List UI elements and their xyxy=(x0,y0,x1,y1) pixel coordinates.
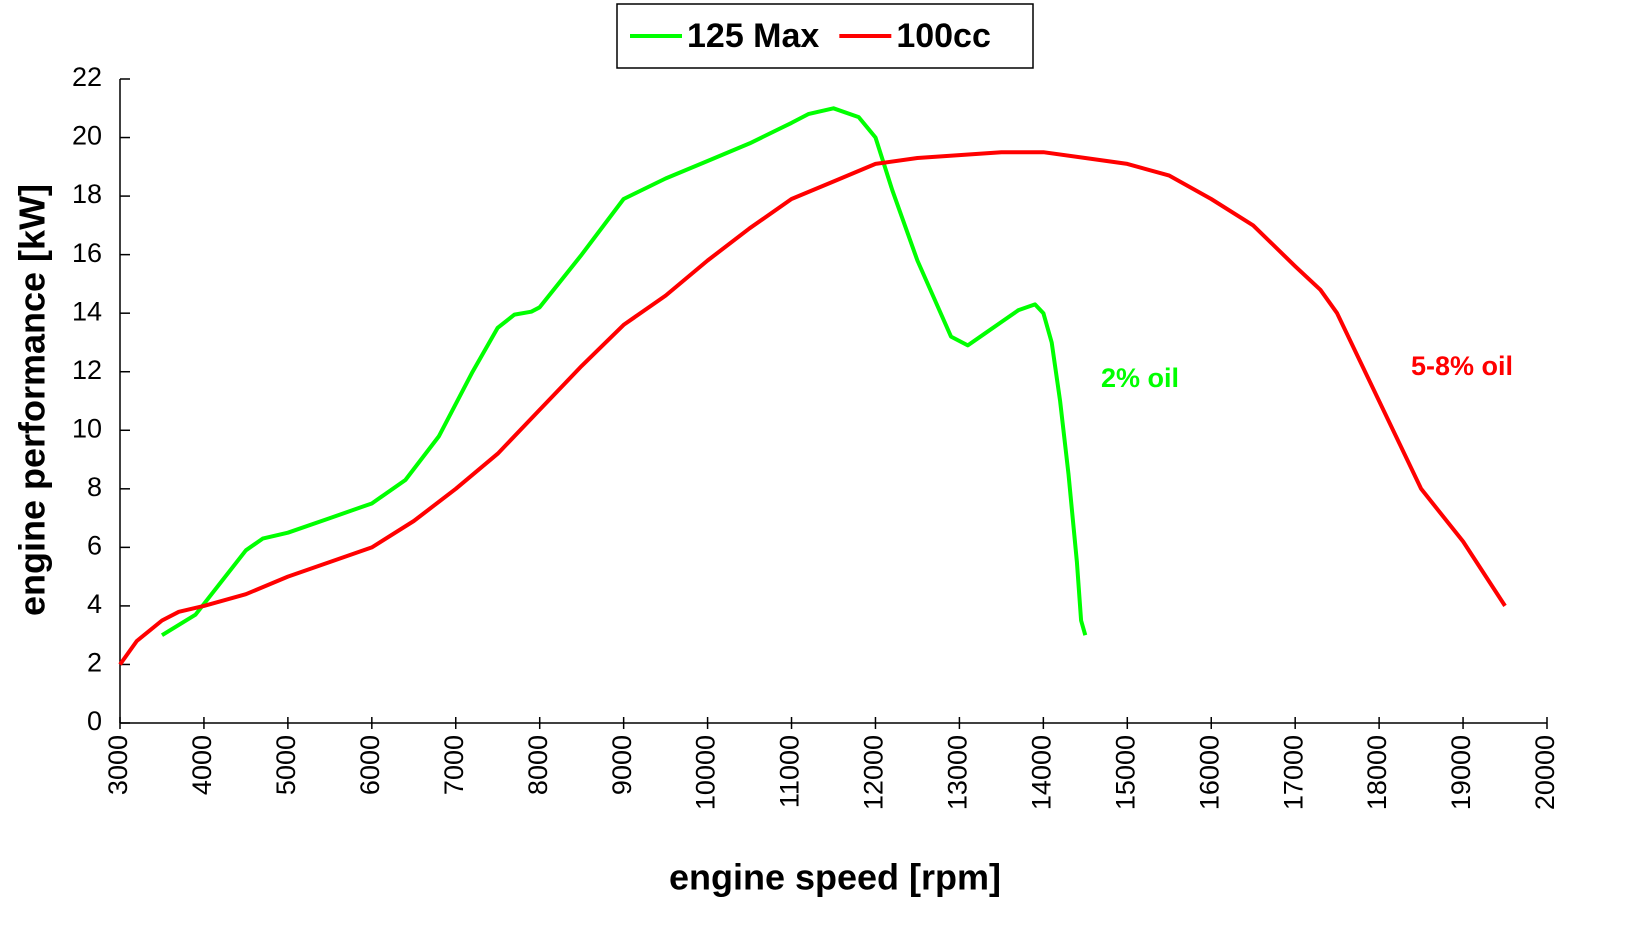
y-tick-label: 16 xyxy=(72,238,102,268)
series-line xyxy=(160,106,1088,637)
y-axis-title: engine performance [kW] xyxy=(12,184,53,616)
y-tick-label: 22 xyxy=(72,62,102,92)
y-tick-label: 18 xyxy=(72,179,102,209)
x-tick-label: 10000 xyxy=(691,735,721,810)
x-tick-label: 8000 xyxy=(523,735,553,795)
series-line xyxy=(118,150,1507,666)
y-tick-label: 0 xyxy=(87,706,102,736)
y-tick-label: 12 xyxy=(72,355,102,385)
annotation: 5-8% oil xyxy=(1411,351,1513,381)
x-tick-label: 5000 xyxy=(271,735,301,795)
y-tick-label: 8 xyxy=(87,472,102,502)
y-tick-label: 2 xyxy=(87,648,102,678)
x-tick-label: 7000 xyxy=(439,735,469,795)
x-tick-label: 3000 xyxy=(103,735,133,795)
x-axis-title: engine speed [rpm] xyxy=(669,857,1001,898)
x-tick-label: 4000 xyxy=(187,735,217,795)
x-tick-label: 14000 xyxy=(1026,735,1056,810)
y-tick-label: 4 xyxy=(87,589,102,619)
y-tick-label: 20 xyxy=(72,121,102,151)
x-tick-label: 13000 xyxy=(943,735,973,810)
x-tick-label: 20000 xyxy=(1530,735,1560,810)
legend-box xyxy=(616,3,1034,69)
y-tick-label: 14 xyxy=(72,296,102,326)
x-tick-label: 16000 xyxy=(1194,735,1224,810)
x-tick-label: 6000 xyxy=(355,735,385,795)
x-tick-label: 9000 xyxy=(607,735,637,795)
legend-label: 125 Max xyxy=(687,17,819,55)
y-tick-label: 10 xyxy=(72,413,102,443)
y-tick-label: 6 xyxy=(87,530,102,560)
x-tick-label: 12000 xyxy=(859,735,889,810)
x-tick-label: 11000 xyxy=(775,735,805,808)
annotation: 2% oil xyxy=(1101,363,1179,393)
legend-label: 100cc xyxy=(896,17,991,55)
x-tick-label: 18000 xyxy=(1362,735,1392,810)
x-tick-label: 19000 xyxy=(1446,735,1476,810)
x-tick-label: 15000 xyxy=(1110,735,1140,810)
x-tick-label: 17000 xyxy=(1278,735,1308,810)
